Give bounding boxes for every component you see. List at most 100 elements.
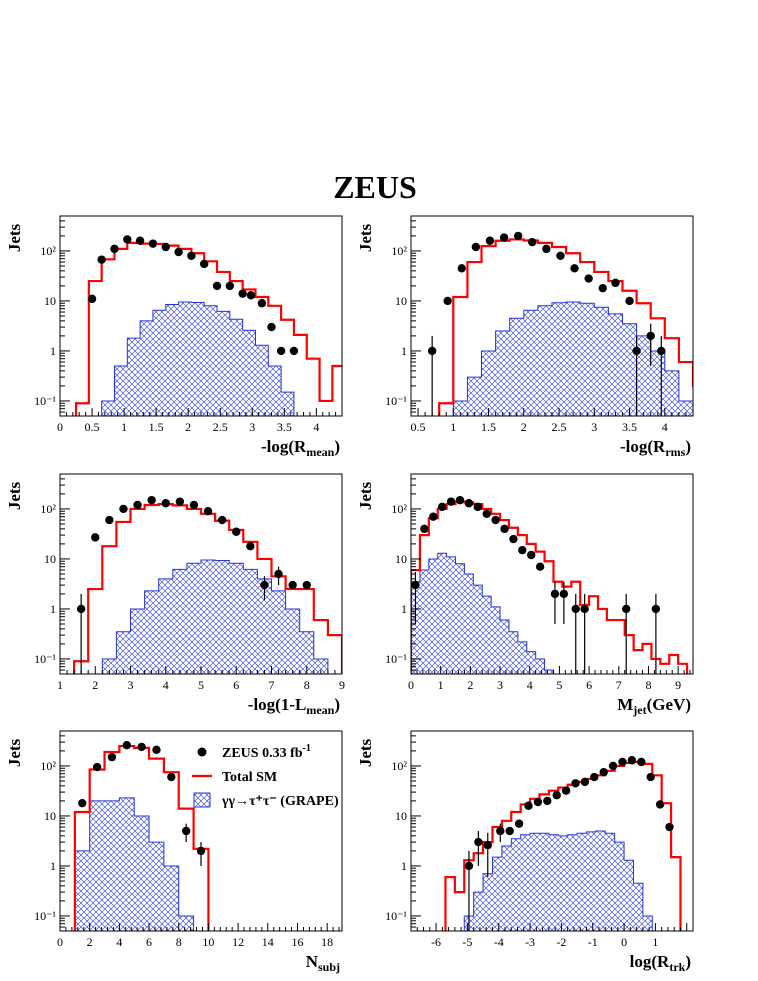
data-point	[429, 512, 438, 521]
x-tick-label: 8	[645, 678, 651, 692]
x-tick-label: 4	[527, 678, 533, 692]
y-tick-label: 10²	[391, 759, 407, 773]
data-point	[483, 840, 492, 850]
data-point	[646, 331, 655, 341]
y-tick-label: 1	[50, 344, 56, 358]
data-point	[225, 281, 235, 291]
data-point	[505, 826, 514, 836]
legend-item-data: ZEUS 0.33 fb-1	[197, 743, 311, 761]
x-tick-label: 7	[269, 678, 275, 692]
data-point	[238, 289, 247, 298]
x-tick-label: 14	[262, 935, 274, 949]
data-point	[513, 231, 523, 241]
x-tick-label: 3	[249, 420, 255, 434]
x-axis-label: log(Rtrk)	[630, 952, 691, 974]
y-tick-label: 10²	[40, 502, 56, 516]
data-point	[78, 798, 87, 808]
data-point	[427, 346, 437, 356]
data-point	[196, 846, 206, 856]
x-tick-label: 2	[92, 678, 98, 692]
y-tick-label: 10	[395, 294, 407, 308]
panel-5: 0 2 4 6 8 10 12 14 16 18 10⁻¹ 1 10 10² Jets Nsubj	[5, 730, 343, 974]
data-point	[187, 251, 196, 260]
data-point	[437, 502, 447, 512]
data-point	[274, 569, 283, 579]
data-point	[161, 499, 170, 508]
data-point	[552, 790, 561, 800]
y-tick-label: 10⁻¹	[34, 394, 56, 408]
data-point	[665, 822, 674, 832]
x-tick-label: 2	[467, 678, 473, 692]
data-point	[133, 500, 142, 510]
data-point	[122, 740, 131, 750]
signal-histogram	[101, 301, 307, 416]
data-point	[246, 541, 255, 551]
y-tick-label: 10	[44, 294, 56, 308]
data-point	[464, 499, 474, 508]
y-tick-label: 10⁻¹	[385, 652, 407, 666]
data-point	[535, 562, 545, 571]
data-point	[76, 604, 86, 614]
x-tick-label: 2	[185, 420, 191, 434]
data-point	[496, 826, 505, 836]
data-point	[571, 604, 580, 614]
data-point	[499, 233, 509, 242]
data-point	[167, 772, 176, 782]
data-point	[203, 507, 213, 516]
data-point	[107, 752, 117, 762]
x-tick-label: 1	[438, 678, 444, 692]
data-point	[527, 550, 536, 560]
x-tick-label: 0	[57, 420, 63, 434]
x-tick-label: 1	[57, 678, 63, 692]
data-point	[148, 239, 158, 248]
x-tick-label: 1.5	[149, 420, 164, 434]
y-axis-label: Jets	[356, 223, 375, 252]
data-point	[288, 580, 297, 590]
data-point	[420, 524, 429, 534]
data-point	[457, 264, 466, 273]
data-point	[443, 296, 452, 306]
data-point	[181, 826, 191, 836]
x-tick-label: 1	[652, 935, 658, 949]
data-point	[485, 236, 495, 245]
x-tick-label: -1	[588, 935, 598, 949]
data-point	[123, 235, 132, 244]
x-axis-label: Nsubj	[306, 952, 340, 974]
data-point	[482, 509, 491, 518]
plot-area	[444, 756, 682, 931]
x-tick-label: 2.5	[213, 420, 228, 434]
data-point	[646, 772, 655, 782]
data-point	[152, 745, 161, 755]
data-point	[91, 533, 100, 542]
x-tick-label: 9	[339, 678, 345, 692]
data-point	[509, 534, 518, 544]
data-point	[651, 604, 661, 614]
total-sm-histogram	[411, 500, 689, 674]
panel-4: 0 1 2 3 4 5 6 7 8 9 10⁻¹ 1 10 10² Jets Mjet(GeV)	[356, 473, 694, 717]
data-point	[556, 251, 565, 260]
data-point	[622, 604, 631, 614]
data-point	[473, 502, 482, 512]
x-tick-label: 0.5	[411, 420, 426, 434]
x-tick-label: -5	[462, 935, 472, 949]
data-point	[267, 322, 276, 332]
x-tick-label: 0	[408, 678, 414, 692]
data-point	[276, 346, 286, 356]
legend-label: γγ→τ⁺τ⁻ (GRAPE)	[221, 794, 339, 809]
panel-1: 0 0.5 1 1.5 2 2.5 3 3.5 4 10⁻¹ 1 10 10² Jets -log(Rmea…	[5, 215, 343, 459]
x-tick-label: 8	[176, 935, 182, 949]
data-point	[137, 742, 146, 752]
x-tick-label: 3.5	[622, 420, 637, 434]
legend-marker-hatch	[193, 792, 211, 808]
data-point	[598, 283, 607, 293]
y-tick-label: 10⁻¹	[34, 909, 56, 923]
y-tick-label: 10⁻¹	[385, 394, 407, 408]
y-tick-label: 10²	[40, 759, 56, 773]
data-point	[655, 800, 665, 809]
x-tick-label: 16	[291, 935, 303, 949]
signal-histogram	[411, 552, 554, 674]
x-tick-label: 5	[556, 678, 562, 692]
data-point	[135, 236, 145, 245]
x-tick-label: 1	[121, 420, 127, 434]
